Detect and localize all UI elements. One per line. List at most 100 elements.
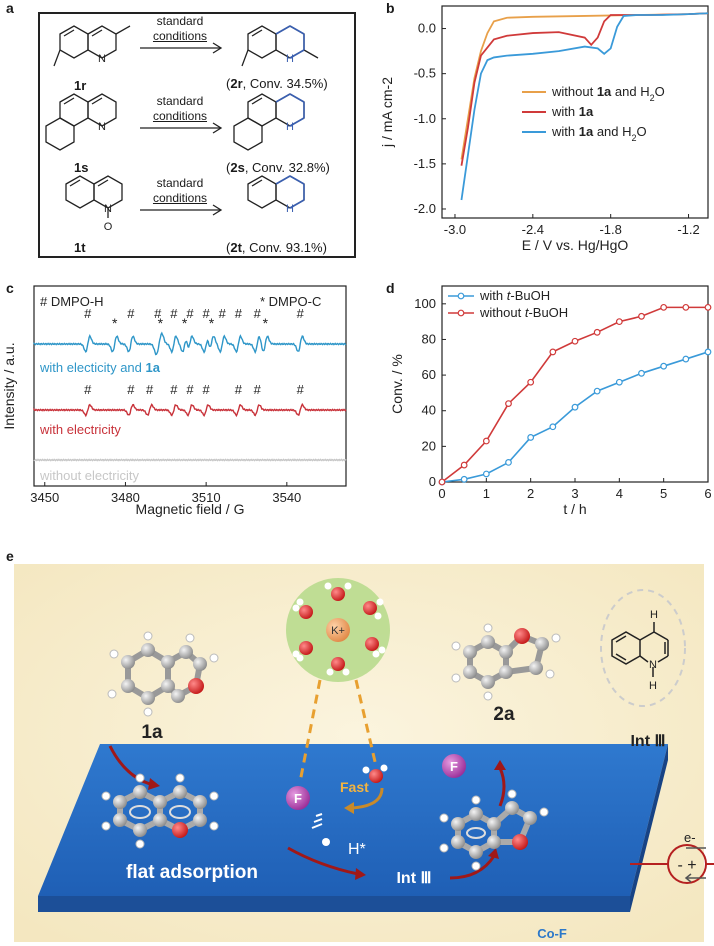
legend-entry-1-part: with: [551, 104, 579, 119]
legend-entry-1: without t-BuOH: [479, 305, 568, 320]
x-tick-label: 3: [571, 486, 578, 501]
plot-frame: [33, 285, 347, 487]
legend-entry-2-part: 2: [632, 133, 637, 143]
compound-1t: 1t: [74, 240, 86, 255]
x-tick-label: 3480: [111, 490, 140, 505]
panel-label-a: a: [6, 0, 14, 16]
legend-marker-1: [457, 309, 465, 317]
legend-entry-1-part: -BuOH: [528, 305, 568, 320]
hash-marker: #: [219, 306, 227, 321]
condition-line2: conditions: [152, 191, 208, 205]
y-axis-label: Intensity / a.u.: [1, 342, 17, 429]
co-f-surface: [38, 744, 668, 896]
legend-entry-1: with 1a: [551, 104, 594, 119]
product-id: 2r: [230, 76, 243, 91]
hash-marker: #: [186, 306, 194, 321]
data-point: [704, 303, 712, 311]
hash-marker: #: [84, 306, 92, 321]
legend-entry-0-part: without: [551, 84, 597, 99]
hash-marker: #: [127, 382, 135, 397]
hash-marker: #: [127, 306, 135, 321]
data-point: [638, 312, 645, 320]
data-point: [527, 434, 535, 441]
struct-h-top: H: [650, 609, 658, 621]
legend-entry-0-part: 1a: [597, 84, 612, 99]
x-tick-label: 5: [660, 486, 667, 501]
struct-h-bottom: H: [649, 680, 657, 692]
legend-entry-1-part: without: [479, 305, 525, 320]
hash-marker: #: [154, 306, 162, 321]
x-tick-label: -3.0: [444, 222, 466, 237]
legend-entry-1-part: t: [525, 305, 530, 320]
product-2r: (2r, Conv. 34.5%): [226, 76, 328, 91]
scheme-structures: N N N O H H H: [45, 25, 319, 233]
panel-label-b: b: [386, 0, 395, 16]
series-label-2-part: without electricity: [39, 468, 139, 483]
hash-marker: #: [235, 382, 243, 397]
epr-spectrum-2: [33, 458, 347, 462]
legend-dmpo-h: # DMPO-H: [40, 294, 104, 309]
hash-marker: #: [235, 306, 243, 321]
epr-chart: 3450 3480 3510 3540 Magnetic field / G Intens…: [1, 285, 347, 517]
hash-marker: #: [203, 306, 211, 321]
data-point: [682, 303, 690, 311]
int3-structure: [611, 622, 669, 677]
f-atom-icon: [286, 786, 310, 810]
compound-1s: 1s: [74, 160, 89, 175]
molecule-2a: [451, 623, 561, 701]
data-point: [660, 362, 668, 370]
condition-line2: conditions: [152, 109, 208, 123]
hash-marker: #: [254, 382, 262, 397]
x-tick-label: 0: [438, 486, 445, 501]
legend-entry-0-part: with: [479, 288, 507, 303]
atom-n-1r: N: [98, 53, 106, 65]
label-1a: 1a: [141, 722, 163, 743]
x-tick-label: -1.8: [599, 222, 621, 237]
lsv-chart: -3.0 -2.4 -1.8 -1.2 0.0 -0.5 -1.0 -1.5 -2.0 E / V…: [379, 5, 709, 253]
condition-label-3: standard conditions: [120, 176, 240, 206]
series-line-0: [441, 351, 709, 483]
power-source-icon: [667, 844, 707, 884]
water-molecules: [292, 582, 386, 676]
star-marker: *: [158, 315, 164, 331]
star-marker: *: [263, 315, 269, 331]
atom-n-1s: N: [98, 121, 106, 133]
data-point: [638, 369, 645, 377]
product-conv: , Conv. 32.8%): [244, 160, 330, 175]
atom-nh-2r: H: [286, 53, 294, 65]
product-conv: , Conv. 34.5%): [242, 76, 328, 91]
x-tick-label: -2.4: [522, 222, 544, 237]
x-tick-label: 3540: [272, 490, 301, 505]
compound-1r: 1r: [74, 78, 87, 93]
product-2s: (2s, Conv. 32.8%): [226, 160, 330, 175]
data-point: [704, 348, 712, 356]
y-tick-label: 40: [422, 403, 436, 418]
water-oxygen-icon: [369, 769, 383, 783]
k-label: K+: [331, 625, 345, 637]
legend-dmpo-c: * DMPO-C: [260, 294, 321, 309]
legend-entry-0-part: 2: [650, 93, 655, 103]
series-line-2: [460, 12, 709, 201]
data-point: [549, 423, 557, 431]
series-label-1: with electricity: [39, 422, 121, 437]
condition-line1: standard: [156, 176, 204, 190]
y-axis-label: Conv. / %: [389, 354, 405, 414]
series-label-2: without electricity: [39, 468, 139, 483]
condition-label-1: standard conditions: [120, 14, 240, 44]
int3-label-structure: Int Ⅲ: [630, 733, 665, 750]
co-f-surface-edge: [38, 896, 630, 912]
data-point: [482, 437, 490, 445]
flat-adsorption-label: flat adsorption: [126, 862, 258, 883]
data-point: [593, 328, 601, 336]
data-point: [505, 400, 512, 407]
f-label-1: F: [294, 791, 302, 806]
x-axis-label: Magnetic field / G: [136, 501, 245, 517]
x-tick-label: 2: [527, 486, 534, 501]
hash-marker: #: [186, 382, 194, 397]
star-marker: *: [209, 315, 215, 331]
product-id: 2t: [230, 240, 242, 255]
x-tick-label: 3450: [30, 490, 59, 505]
atom-nh-2t: H: [286, 203, 294, 215]
data-point: [460, 461, 468, 469]
